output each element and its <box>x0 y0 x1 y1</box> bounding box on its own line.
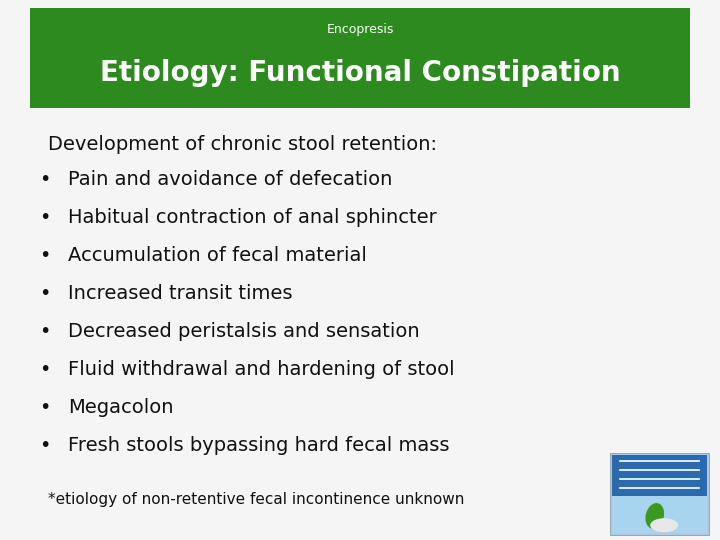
Text: Habitual contraction of anal sphincter: Habitual contraction of anal sphincter <box>68 208 437 227</box>
Text: •: • <box>40 246 50 265</box>
Bar <box>612 496 707 533</box>
Ellipse shape <box>650 518 678 532</box>
Bar <box>610 453 709 535</box>
Text: Megacolon: Megacolon <box>68 398 174 417</box>
Text: Pain and avoidance of defecation: Pain and avoidance of defecation <box>68 170 392 189</box>
Text: •: • <box>40 322 50 341</box>
Text: Decreased peristalsis and sensation: Decreased peristalsis and sensation <box>68 322 420 341</box>
Text: Increased transit times: Increased transit times <box>68 284 292 303</box>
Text: •: • <box>40 284 50 303</box>
Text: •: • <box>40 436 50 455</box>
Bar <box>612 455 707 496</box>
Text: Accumulation of fecal material: Accumulation of fecal material <box>68 246 367 265</box>
Text: *etiology of non-retentive fecal incontinence unknown: *etiology of non-retentive fecal inconti… <box>48 492 464 507</box>
Text: Etiology: Functional Constipation: Etiology: Functional Constipation <box>99 59 621 87</box>
Text: •: • <box>40 398 50 417</box>
Text: Encopresis: Encopresis <box>326 24 394 37</box>
Text: Fresh stools bypassing hard fecal mass: Fresh stools bypassing hard fecal mass <box>68 436 449 455</box>
Text: •: • <box>40 360 50 379</box>
Bar <box>30 8 690 108</box>
Text: •: • <box>40 208 50 227</box>
Text: •: • <box>40 170 50 189</box>
Ellipse shape <box>645 503 664 529</box>
Text: Fluid withdrawal and hardening of stool: Fluid withdrawal and hardening of stool <box>68 360 454 379</box>
Text: Development of chronic stool retention:: Development of chronic stool retention: <box>48 135 437 154</box>
